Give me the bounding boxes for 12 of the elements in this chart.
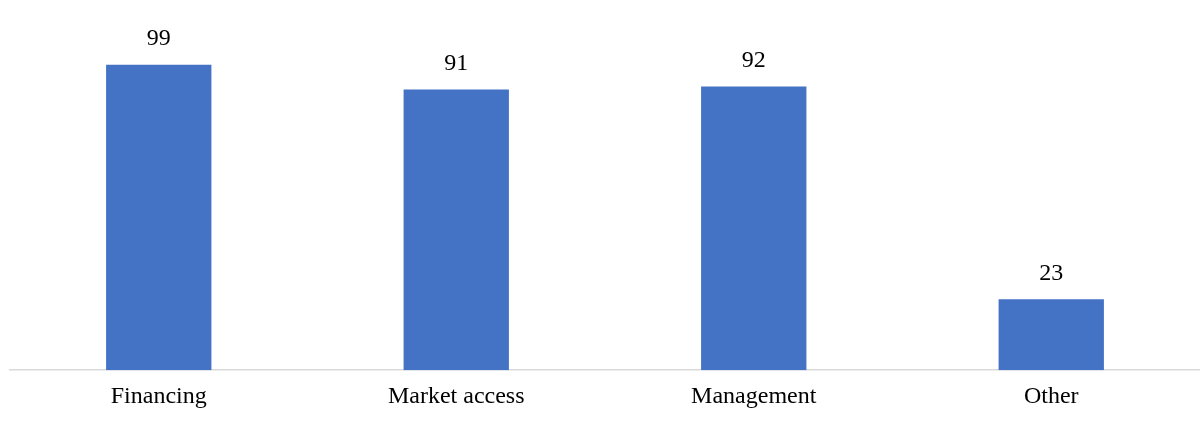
data-label: 99 (146, 24, 171, 51)
bar (701, 86, 807, 371)
bar (403, 89, 509, 371)
x-tick-label: Market access (387, 381, 525, 408)
x-tick-label: Management (691, 381, 817, 408)
data-label: 91 (444, 48, 469, 75)
data-label: 92 (741, 45, 766, 72)
data-label: 23 (1039, 258, 1064, 285)
x-tick-label: Financing (110, 381, 207, 408)
x-tick-label: Other (1023, 381, 1079, 408)
bar (998, 299, 1104, 371)
bar (106, 64, 212, 371)
